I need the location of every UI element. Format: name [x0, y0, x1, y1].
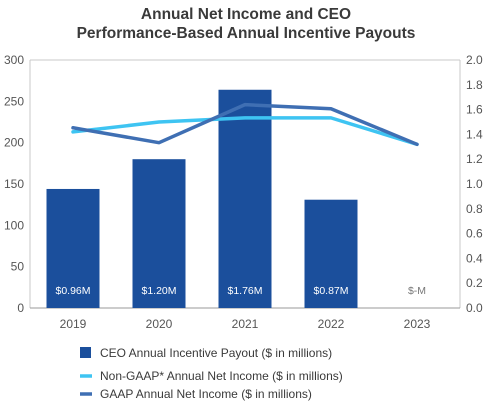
y-right-tick-label: 1.8 [466, 78, 483, 92]
y-left-tick-label: 100 [4, 218, 24, 232]
line-series-path [71, 102, 419, 147]
x-tick-label: 2022 [318, 317, 345, 331]
legend: CEO Annual Incentive Payout ($ in millio… [80, 346, 343, 401]
x-tick-label: 2020 [146, 317, 173, 331]
y-axis-right: 0.0 0.2 0.4 0.6 0.8 1.0 1.2 1.4 1.6 1.8 2.0 [466, 53, 483, 315]
bar-series [46, 89, 358, 308]
y-right-tick-label: 0.4 [466, 251, 483, 265]
y-left-tick-label: 150 [4, 177, 24, 191]
x-tick-label: 2019 [60, 317, 87, 331]
y-right-tick-label: 1.6 [466, 103, 483, 117]
y-left-tick-label: 200 [4, 136, 24, 150]
y-right-tick-label: 0.2 [466, 276, 483, 290]
y-right-tick-label: 0.0 [466, 301, 483, 315]
y-right-tick-label: 1.2 [466, 152, 483, 166]
chart-title-line-2: Performance-Based Annual Incentive Payou… [77, 25, 416, 42]
legend-label-nongaap: Non-GAAP* Annual Net Income ($ in millio… [100, 369, 343, 383]
bar [46, 188, 100, 308]
y-left-tick-label: 0 [17, 301, 24, 315]
bar-data-label: $0.96M [55, 285, 90, 297]
y-right-tick-label: 0.6 [466, 227, 483, 241]
bar-data-label: $1.20M [141, 285, 176, 297]
y-right-tick-label: 1.4 [466, 127, 483, 141]
line-series [71, 102, 419, 147]
x-tick-label: 2023 [404, 317, 431, 331]
legend-label-bar: CEO Annual Incentive Payout ($ in millio… [100, 346, 332, 360]
y-axis-left: 0 50 100 150 200 250 300 [4, 53, 24, 315]
bar-data-labels: $0.96M $1.20M $1.76M $0.87M $-M [55, 285, 426, 297]
bar [304, 199, 358, 308]
x-axis: 2019 2020 2021 2022 2023 [60, 317, 431, 331]
chart-title-line-1: Annual Net Income and CEO [141, 6, 351, 23]
y-right-tick-label: 0.8 [466, 202, 483, 216]
bar-data-label: $0.87M [313, 285, 348, 297]
bar-data-label: $-M [408, 285, 426, 297]
y-right-tick-label: 2.0 [466, 53, 483, 67]
legend-swatch-bar [80, 347, 91, 358]
y-left-tick-label: 50 [11, 260, 25, 274]
legend-label-gaap: GAAP Annual Net Income ($ in millions) [100, 387, 312, 401]
y-left-tick-label: 300 [4, 53, 24, 67]
bar [132, 159, 186, 308]
y-right-tick-label: 1.0 [466, 177, 483, 191]
bar-data-label: $1.76M [227, 285, 262, 297]
bar [218, 89, 272, 308]
y-left-tick-label: 250 [4, 94, 24, 108]
x-tick-label: 2021 [232, 317, 259, 331]
line-series-path [71, 116, 419, 147]
